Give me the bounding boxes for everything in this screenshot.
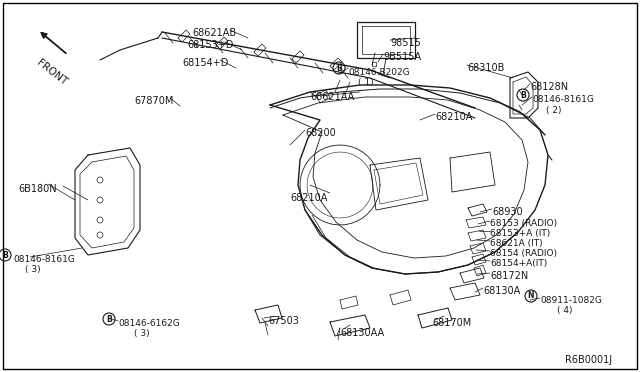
Text: 6B180N: 6B180N (18, 184, 56, 194)
Text: B: B (336, 64, 342, 73)
Text: B: B (2, 250, 8, 260)
Text: 08146-6162G: 08146-6162G (118, 319, 180, 328)
Text: 68621A (IT): 68621A (IT) (490, 239, 543, 248)
Text: 98515: 98515 (390, 38, 421, 48)
Text: N: N (528, 292, 534, 301)
Text: 08146-B202G: 08146-B202G (348, 68, 410, 77)
Text: 68621AB: 68621AB (192, 28, 236, 38)
Text: 68154+A(IT): 68154+A(IT) (490, 259, 547, 268)
Text: ( 4): ( 4) (557, 306, 573, 315)
Text: 08146-8161G: 08146-8161G (532, 95, 594, 104)
Text: R6B0001J: R6B0001J (565, 355, 612, 365)
Text: 68130A: 68130A (483, 286, 520, 296)
Text: 68153+A (IT): 68153+A (IT) (490, 229, 550, 238)
Text: 67870M: 67870M (134, 96, 173, 106)
Text: ( 1): ( 1) (358, 78, 374, 87)
Text: 08911-1082G: 08911-1082G (540, 296, 602, 305)
Text: 68310B: 68310B (467, 63, 504, 73)
Text: ( 2): ( 2) (546, 106, 561, 115)
Text: 68154 (RADIO): 68154 (RADIO) (490, 249, 557, 258)
Text: 68153 (RADIO): 68153 (RADIO) (490, 219, 557, 228)
Text: 68130AA: 68130AA (340, 328, 384, 338)
Text: 68930: 68930 (492, 207, 523, 217)
Text: 68210A: 68210A (435, 112, 472, 122)
Text: ( 3): ( 3) (25, 265, 40, 274)
Text: 68170M: 68170M (432, 318, 471, 328)
Text: 68200: 68200 (305, 128, 336, 138)
Text: 68154+D: 68154+D (182, 58, 228, 68)
Text: B: B (106, 314, 112, 324)
Text: 68128N: 68128N (530, 82, 568, 92)
Text: 68621AA: 68621AA (310, 92, 355, 102)
Text: 67503: 67503 (268, 316, 299, 326)
Text: 68153+D: 68153+D (187, 40, 234, 50)
Text: 68172N: 68172N (490, 271, 528, 281)
Text: FRONT: FRONT (35, 58, 69, 87)
Text: 08146-8161G: 08146-8161G (13, 255, 75, 264)
Text: 9B515A: 9B515A (383, 52, 421, 62)
Text: B: B (520, 90, 526, 99)
Text: ( 3): ( 3) (134, 329, 150, 338)
Text: 68210A: 68210A (290, 193, 328, 203)
